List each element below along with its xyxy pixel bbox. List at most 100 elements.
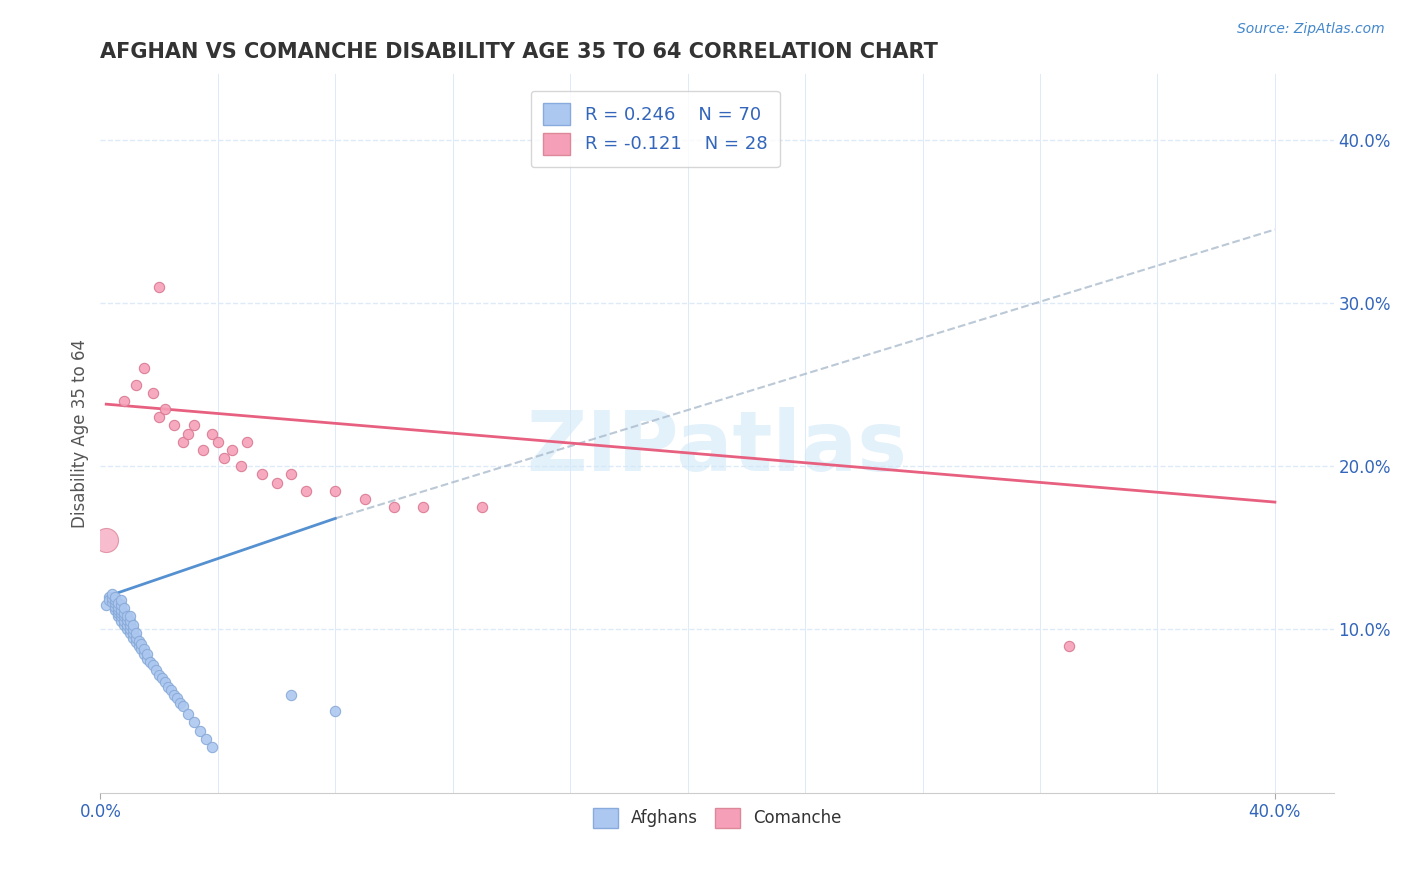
Point xyxy=(118,614,141,628)
Point xyxy=(121,617,143,632)
Point xyxy=(104,596,127,610)
Point xyxy=(98,590,121,604)
Point xyxy=(112,393,135,408)
Point xyxy=(139,655,162,669)
Point xyxy=(236,434,259,449)
Point xyxy=(183,418,205,433)
Point xyxy=(221,442,243,457)
Point xyxy=(107,603,129,617)
Point xyxy=(121,625,143,640)
Point xyxy=(124,635,146,649)
Point xyxy=(110,593,132,607)
Point xyxy=(107,606,129,620)
Point xyxy=(353,491,375,506)
Point xyxy=(191,442,214,457)
Text: AFGHAN VS COMANCHE DISABILITY AGE 35 TO 64 CORRELATION CHART: AFGHAN VS COMANCHE DISABILITY AGE 35 TO … xyxy=(100,42,938,62)
Point xyxy=(134,642,156,657)
Point xyxy=(169,696,191,710)
Point xyxy=(118,623,141,637)
Point xyxy=(323,704,346,718)
Point xyxy=(150,672,173,686)
Point xyxy=(104,603,127,617)
Point xyxy=(1059,639,1081,653)
Point xyxy=(142,658,165,673)
Point xyxy=(131,642,153,657)
Point xyxy=(104,593,127,607)
Point xyxy=(121,631,143,645)
Point xyxy=(112,606,135,620)
Point xyxy=(118,625,141,640)
Point xyxy=(295,483,318,498)
Point xyxy=(212,450,235,465)
Point xyxy=(156,680,179,694)
Point xyxy=(115,613,138,627)
Point xyxy=(136,647,159,661)
Point xyxy=(177,426,200,441)
Point xyxy=(101,586,124,600)
Point xyxy=(112,609,135,624)
Point xyxy=(128,633,150,648)
Point xyxy=(110,609,132,624)
Point xyxy=(172,699,194,714)
Point xyxy=(471,500,494,514)
Point xyxy=(145,663,167,677)
Point xyxy=(107,609,129,624)
Point xyxy=(172,434,194,449)
Point xyxy=(124,377,146,392)
Point xyxy=(112,601,135,615)
Point xyxy=(153,674,176,689)
Point xyxy=(115,617,138,632)
Point xyxy=(159,682,181,697)
Point xyxy=(266,475,288,490)
Point xyxy=(107,596,129,610)
Point xyxy=(231,459,253,474)
Point xyxy=(121,623,143,637)
Point xyxy=(207,434,229,449)
Point xyxy=(101,591,124,606)
Point xyxy=(412,500,434,514)
Point xyxy=(104,590,127,604)
Point xyxy=(136,652,159,666)
Point xyxy=(128,639,150,653)
Point xyxy=(112,614,135,628)
Point xyxy=(250,467,273,482)
Point xyxy=(104,599,127,614)
Point xyxy=(134,361,156,376)
Text: Source: ZipAtlas.com: Source: ZipAtlas.com xyxy=(1237,22,1385,37)
Point xyxy=(280,688,302,702)
Point xyxy=(131,637,153,651)
Point xyxy=(148,410,170,425)
Point xyxy=(195,731,218,746)
Point xyxy=(110,614,132,628)
Point xyxy=(124,625,146,640)
Point xyxy=(177,707,200,722)
Legend: Afghans, Comanche: Afghans, Comanche xyxy=(586,801,848,835)
Point xyxy=(118,617,141,632)
Point xyxy=(201,739,224,754)
Point xyxy=(323,483,346,498)
Point xyxy=(166,690,188,705)
Point xyxy=(134,647,156,661)
Point xyxy=(153,402,176,417)
Point xyxy=(142,385,165,400)
Point xyxy=(201,426,224,441)
Point xyxy=(148,279,170,293)
Point xyxy=(163,418,186,433)
Point xyxy=(183,715,205,730)
Point xyxy=(107,599,129,614)
Point xyxy=(382,500,405,514)
Point xyxy=(96,533,118,547)
Point xyxy=(163,688,186,702)
Point xyxy=(115,623,138,637)
Point xyxy=(118,609,141,624)
Point xyxy=(112,617,135,632)
Y-axis label: Disability Age 35 to 64: Disability Age 35 to 64 xyxy=(72,339,89,528)
Point xyxy=(188,723,211,738)
Point xyxy=(110,598,132,612)
Point xyxy=(148,668,170,682)
Point xyxy=(115,609,138,624)
Point xyxy=(96,598,118,612)
Text: ZIPatlas: ZIPatlas xyxy=(526,408,907,489)
Point xyxy=(98,593,121,607)
Point xyxy=(110,606,132,620)
